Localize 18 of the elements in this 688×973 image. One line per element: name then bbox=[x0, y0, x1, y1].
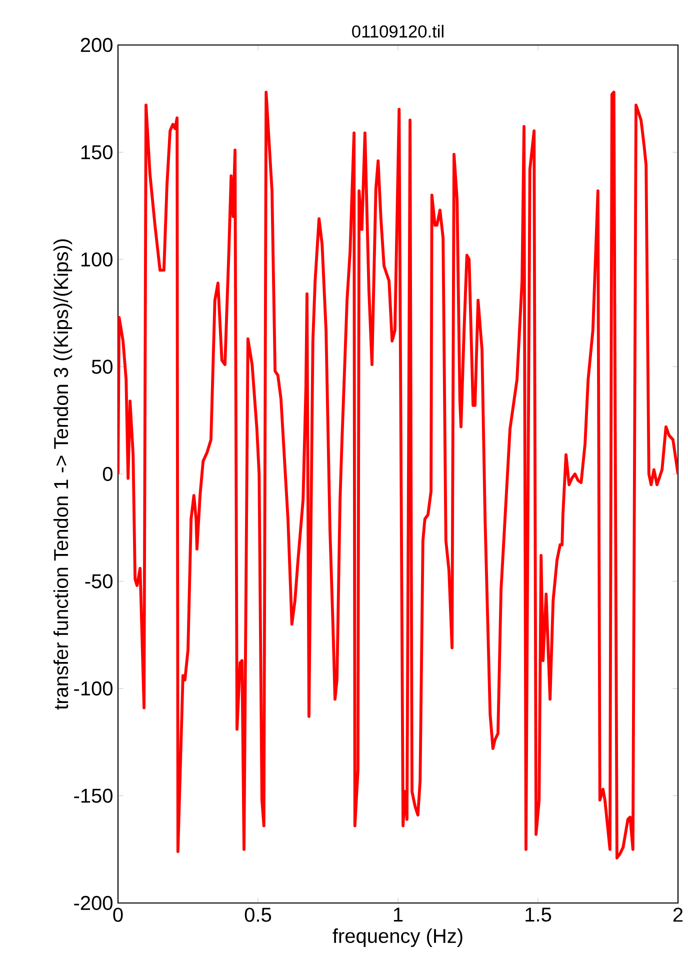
y-axis-title: transfer function Tendon 1 -> Tendon 3 ((Kips)/(Kips)) bbox=[53, 239, 72, 710]
y-tick-label: 150 bbox=[81, 145, 112, 160]
x-axis-title: frequency (Hz) bbox=[332, 928, 462, 947]
x-tick-label: 1.5 bbox=[526, 908, 552, 922]
x-tick-label: 0.5 bbox=[244, 908, 272, 922]
y-tick-label: 200 bbox=[80, 38, 112, 52]
y-tick-label: 100 bbox=[81, 252, 112, 267]
line-series bbox=[118, 90, 678, 860]
y-tick-label: -200 bbox=[74, 896, 112, 910]
y-tick-label: -50 bbox=[85, 574, 112, 588]
x-tick-label: 1 bbox=[394, 908, 403, 922]
x-tick-label: 2 bbox=[673, 908, 683, 922]
y-tick-label: -100 bbox=[74, 681, 112, 696]
chart-title: 01109120.til bbox=[352, 24, 444, 38]
x-tick-label: 0 bbox=[113, 908, 123, 922]
y-tick-label: 0 bbox=[102, 466, 112, 482]
y-tick-label: -150 bbox=[74, 788, 112, 803]
y-tick-label: 50 bbox=[92, 360, 112, 374]
